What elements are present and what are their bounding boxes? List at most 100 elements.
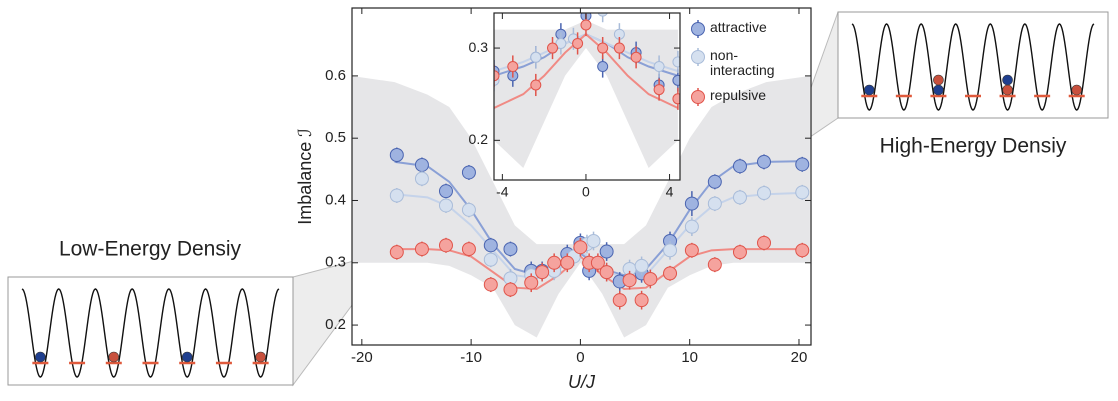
data-point [707,196,722,211]
atom [255,351,266,363]
legend-entry: repulsive [690,88,805,106]
atom [1071,84,1083,96]
data-point [599,244,614,259]
x-tick-label: 0 [576,349,584,366]
x-tick-label: -4 [496,184,509,200]
data-point [503,242,518,257]
y-tick-label: 0.2 [469,131,489,147]
data-point [684,243,699,258]
legend-entry: non-interacting [690,48,805,78]
y-tick-label: 0.6 [325,67,346,84]
data-point [547,42,559,54]
data-point [672,56,680,68]
atom [933,74,944,86]
data-point [597,13,608,17]
x-tick-label: 0 [582,184,590,200]
data-point [461,242,476,257]
data-point [732,159,747,174]
data-point [483,277,498,292]
data-point [438,238,453,253]
data-point [597,61,609,73]
data-point [653,84,665,96]
data-point [461,165,476,180]
diagram-box [837,11,1109,119]
legend-swatch [691,88,705,106]
diagram-label: High-Energy Densiy [880,135,1067,158]
x-tick-label: 10 [681,349,698,366]
data-point [483,252,498,267]
x-tick-label: 4 [666,184,674,200]
diagram-label: Low-Energy Densiy [59,238,242,261]
data-point [757,235,772,250]
data-point [503,282,518,297]
data-point [613,42,625,54]
data-point [612,293,627,308]
data-point [438,184,453,199]
data-point [547,255,562,270]
legend-swatch [691,20,705,38]
atom [933,84,944,96]
data-point [530,51,542,63]
data-point [597,42,609,54]
diagram-box [7,276,294,386]
data-point [438,198,453,213]
legend-swatch [691,48,705,66]
data-point [414,171,429,186]
data-point [572,37,584,49]
data-point [590,255,605,270]
data-point [672,93,680,105]
data-point [483,238,498,253]
x-tick-label: -10 [460,349,482,366]
x-axis-label: U/J [568,372,596,392]
data-point [586,233,601,248]
data-point [634,258,649,273]
data-point [707,174,722,189]
y-tick-label: 0.5 [325,129,346,146]
data-point [524,275,539,290]
data-point [560,255,575,270]
data-point [663,243,678,258]
data-point [389,245,404,260]
plot-frame [351,7,812,346]
data-point [507,61,519,73]
legend-marker [691,22,705,36]
data-point [580,19,592,31]
legend-marker [691,50,705,64]
data-point [684,219,699,234]
atom [108,351,120,363]
data-point [535,265,550,280]
data-point [795,185,810,200]
legend-label: non-interacting [710,47,775,78]
plot-layer [352,75,810,338]
potential-curve [851,23,1095,111]
legend: attractive non-interacting repulsive [690,20,805,116]
y-axis-label: Imbalance ℐ [295,128,315,225]
x-tick-label: 20 [791,349,808,366]
atom [863,84,875,96]
data-point [757,186,772,201]
data-point [599,265,614,280]
atom [181,351,193,363]
data-point [414,242,429,257]
data-point [414,157,429,172]
data-point [663,266,678,281]
legend-entry: attractive [690,20,805,38]
y-tick-label: 0.4 [325,191,346,208]
data-point [707,257,722,272]
y-tick-label: 0.2 [325,316,346,333]
data-point [389,188,404,203]
data-point [389,148,404,163]
data-point [634,293,649,308]
data-point [757,154,772,169]
data-point [795,243,810,258]
atom [35,351,46,363]
data-point [684,196,699,211]
x-tick-label: -20 [351,349,373,366]
atom [1002,84,1013,96]
data-point [653,61,665,73]
uncertainty-band [352,75,810,338]
data-point [795,157,810,172]
data-point [555,37,567,49]
data-point [461,202,476,217]
